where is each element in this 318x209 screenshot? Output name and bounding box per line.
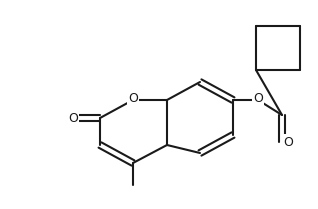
Text: O: O	[283, 135, 293, 149]
Text: O: O	[253, 93, 263, 106]
Text: O: O	[128, 93, 138, 106]
Text: O: O	[68, 111, 78, 125]
